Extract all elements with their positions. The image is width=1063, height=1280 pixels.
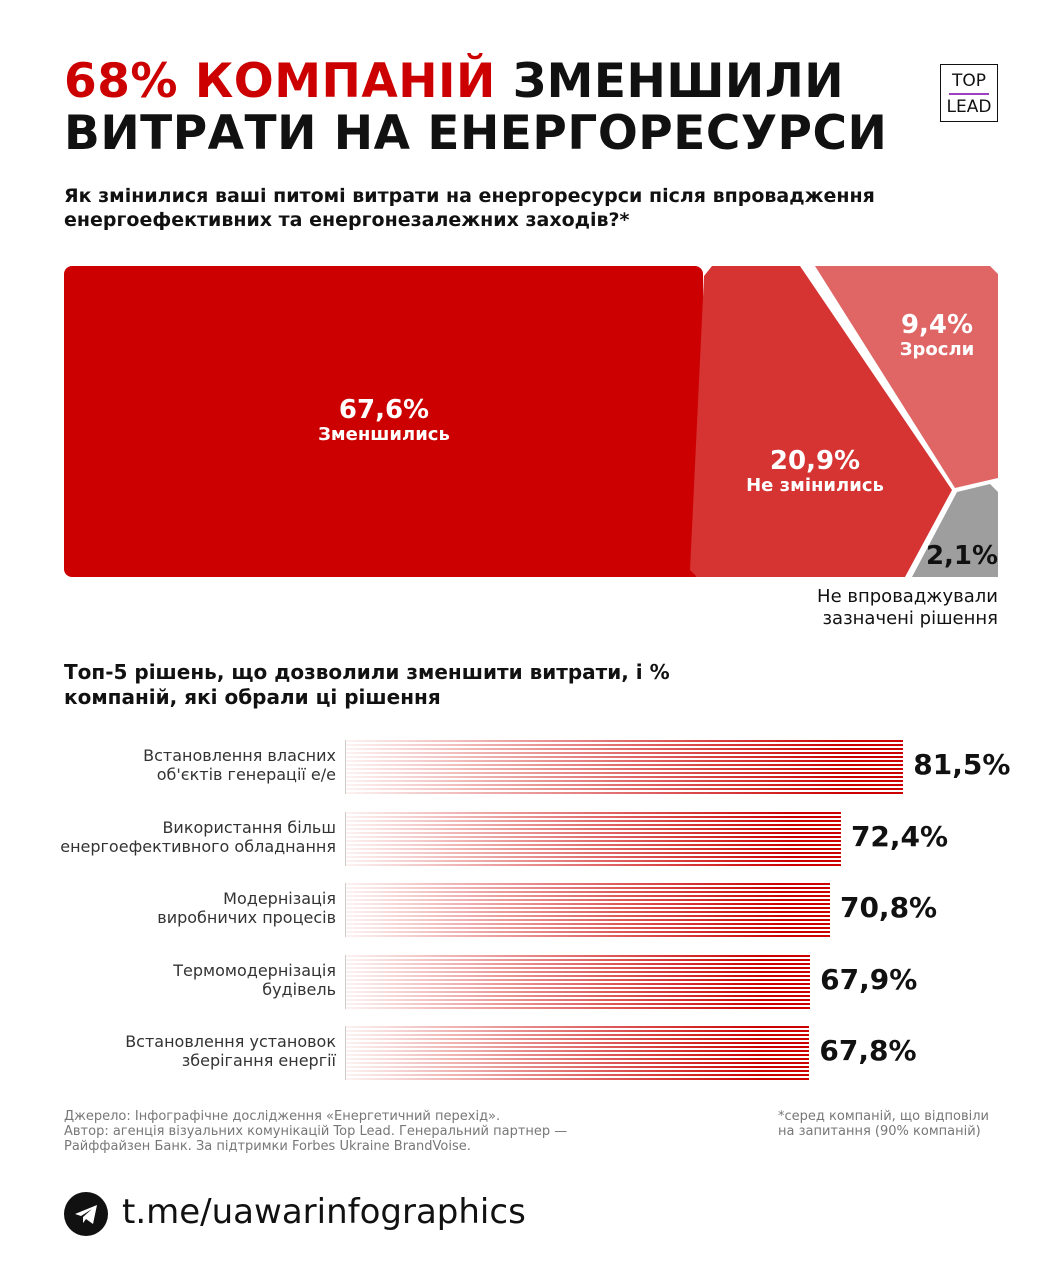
bar [345, 954, 811, 1009]
telegram-link[interactable]: t.me/uawarinfographics [122, 1192, 526, 1232]
label-unchanged: 20,9% Не змінились [746, 446, 884, 496]
bar-category: Встановлення установок зберігання енергії [125, 1032, 336, 1070]
slice-increased [815, 266, 998, 488]
bar-row: Використання більш енергоефективного обла… [0, 811, 1063, 866]
bar-category: Модернізація виробничих процесів [157, 889, 336, 927]
treemap [64, 266, 998, 577]
bar-category: Термомодернізація будівель [173, 960, 336, 999]
slice-not-implemented [912, 484, 998, 577]
bar-chart-title: Топ-5 рішень, що дозволили зменшити витр… [64, 660, 670, 709]
bar-value-label: 67,9% [820, 962, 918, 996]
bar-value-label: 70,8% [839, 891, 938, 924]
treemap-title: Як змінилися ваші питомі витрати на енер… [64, 185, 875, 231]
bar-value-label: 81,5% [913, 748, 1011, 781]
not-implemented-note: Не впроваджували зазначені рішення [817, 586, 998, 629]
bar [345, 883, 830, 937]
bar-row: Модернізація виробничих процесів 70,8% [0, 883, 1063, 937]
telegram-icon[interactable] [64, 1192, 108, 1236]
bar-category: Встановлення власних об'єктів генерації е… [143, 746, 336, 784]
bar-value-label: 67,8% [819, 1034, 917, 1067]
bar-row: Встановлення власних об'єктів генерації е… [0, 740, 1063, 794]
bar [345, 1026, 810, 1080]
label-decreased: 67,6% Зменшились [318, 395, 450, 445]
bar [345, 811, 841, 866]
bar-value-label: 72,4% [850, 819, 949, 853]
slice-decreased [64, 266, 703, 577]
bar [345, 740, 904, 794]
bar-row: Термомодернізація будівель 67,9% [0, 954, 1063, 1009]
label-increased: 9,4% Зросли [899, 310, 975, 360]
label-not-implemented: 2,1% [925, 541, 999, 571]
footnote: *серед компаній, що відповіли на запитанн… [778, 1109, 989, 1139]
source-text: Джерело: Інфографічне дослідження «Енерг… [64, 1109, 568, 1154]
bar-row: Встановлення установок зберігання енергії… [0, 1026, 1063, 1080]
top-lead-logo: TOP LEAD [940, 64, 998, 122]
page-title: 68% КОМПАНІЙ ЗМЕНШИЛИ ВИТРАТИ НА ЕНЕРГОРЕ… [64, 54, 888, 161]
bar-category: Використання більш енергоефективного обла… [60, 817, 336, 856]
slice-unchanged [690, 266, 952, 577]
